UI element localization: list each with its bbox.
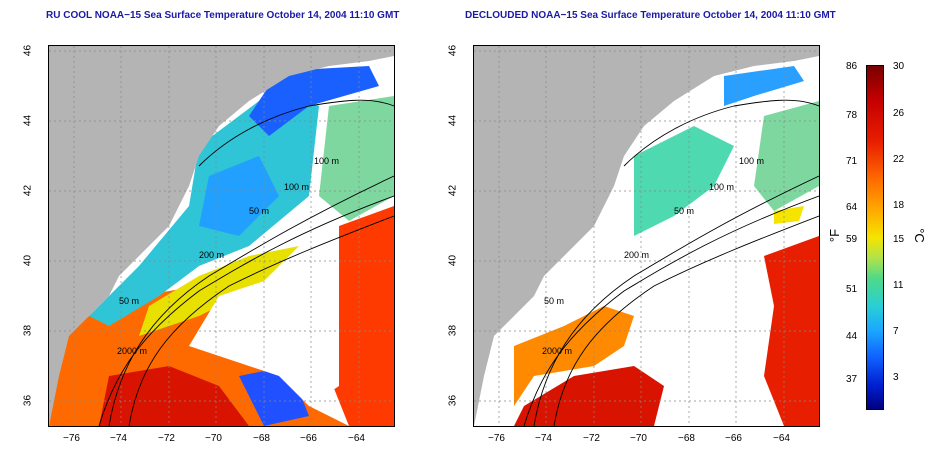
- y-tick-label: 38: [22, 324, 34, 337]
- x-tick-label: −64: [773, 433, 790, 444]
- left-contour-label: 100 m: [314, 156, 340, 166]
- celsius-tick: 30: [893, 61, 905, 72]
- left-sst-cold-patch: [199, 156, 279, 236]
- celsius-tick: 22: [893, 154, 905, 165]
- right-map-svg: [474, 46, 819, 426]
- fahrenheit-tick: 51: [846, 284, 858, 295]
- left-contour-label: 100 m: [284, 182, 310, 192]
- fahrenheit-tick: 44: [846, 331, 858, 342]
- left-map-svg: [49, 46, 394, 426]
- temperature-colorbar: [866, 65, 884, 410]
- y-tick-label: 38: [447, 324, 459, 337]
- y-tick-label: 40: [447, 254, 459, 267]
- fahrenheit-tick: 71: [846, 156, 858, 167]
- right-contour-label: 100 m: [709, 182, 735, 192]
- right-contour-label: 50 m: [674, 206, 695, 216]
- right-land: [474, 46, 819, 426]
- x-tick-label: −68: [253, 433, 270, 444]
- left-sst-map: 100 m 100 m 50 m 200 m 50 m 2000 m: [48, 45, 395, 427]
- left-contour-label: 50 m: [249, 206, 270, 216]
- x-tick-label: −66: [725, 433, 742, 444]
- x-tick-label: −64: [348, 433, 365, 444]
- fahrenheit-tick: 78: [846, 110, 858, 121]
- celsius-tick: 7: [893, 326, 899, 337]
- celsius-unit-label: °C: [911, 228, 927, 243]
- celsius-tick: 3: [893, 372, 899, 383]
- left-land: [49, 46, 394, 426]
- left-sst-green-belt: [139, 246, 299, 336]
- y-tick-label: 46: [447, 44, 459, 57]
- fahrenheit-tick: 86: [846, 61, 858, 72]
- right-sst-east-warm: [764, 236, 819, 426]
- x-tick-label: −66: [300, 433, 317, 444]
- right-contour-label: 200 m: [624, 250, 650, 260]
- left-contour-label: 2000 m: [117, 346, 148, 356]
- y-tick-label: 40: [22, 254, 34, 267]
- x-tick-label: −76: [63, 433, 80, 444]
- y-tick-label: 44: [22, 114, 34, 127]
- left-contour-label: 50 m: [119, 296, 140, 306]
- y-tick-label: 36: [22, 394, 34, 407]
- fahrenheit-tick: 37: [846, 374, 858, 385]
- x-tick-label: −70: [205, 433, 222, 444]
- left-contour-label: 200 m: [199, 250, 225, 260]
- left-map-title: RU COOL NOAA−15 Sea Surface Temperature …: [46, 10, 400, 21]
- fahrenheit-tick: 59: [846, 234, 858, 245]
- x-tick-label: −70: [630, 433, 647, 444]
- fahrenheit-unit-label: °F: [827, 228, 843, 243]
- right-sst-hot-region: [514, 366, 664, 426]
- x-tick-label: −72: [583, 433, 600, 444]
- y-tick-label: 42: [447, 184, 459, 197]
- right-map-title: DECLOUDED NOAA−15 Sea Surface Temperatur…: [465, 10, 836, 21]
- right-sst-shelf-cool: [634, 126, 734, 236]
- left-sst-east-cool: [319, 96, 394, 221]
- celsius-tick: 18: [893, 200, 905, 211]
- y-tick-label: 46: [22, 44, 34, 57]
- right-contour-label: 50 m: [544, 296, 565, 306]
- left-sst-gulf-maine: [249, 66, 379, 136]
- x-tick-label: −74: [110, 433, 127, 444]
- fahrenheit-tick: 64: [846, 202, 858, 213]
- y-tick-label: 42: [22, 184, 34, 197]
- y-tick-label: 36: [447, 394, 459, 407]
- left-sst-hot-region: [99, 366, 249, 426]
- x-tick-label: −74: [535, 433, 552, 444]
- right-contour-label: 2000 m: [542, 346, 573, 356]
- x-tick-label: −68: [678, 433, 695, 444]
- celsius-tick: 26: [893, 108, 905, 119]
- right-sst-map: 100 m 100 m 50 m 200 m 50 m 2000 m: [473, 45, 820, 427]
- y-tick-label: 44: [447, 114, 459, 127]
- right-contour-label: 100 m: [739, 156, 765, 166]
- celsius-tick: 11: [893, 280, 904, 291]
- x-tick-label: −72: [158, 433, 175, 444]
- right-sst-yellow-patch: [774, 206, 804, 224]
- celsius-tick: 15: [893, 234, 905, 245]
- x-tick-label: −76: [488, 433, 505, 444]
